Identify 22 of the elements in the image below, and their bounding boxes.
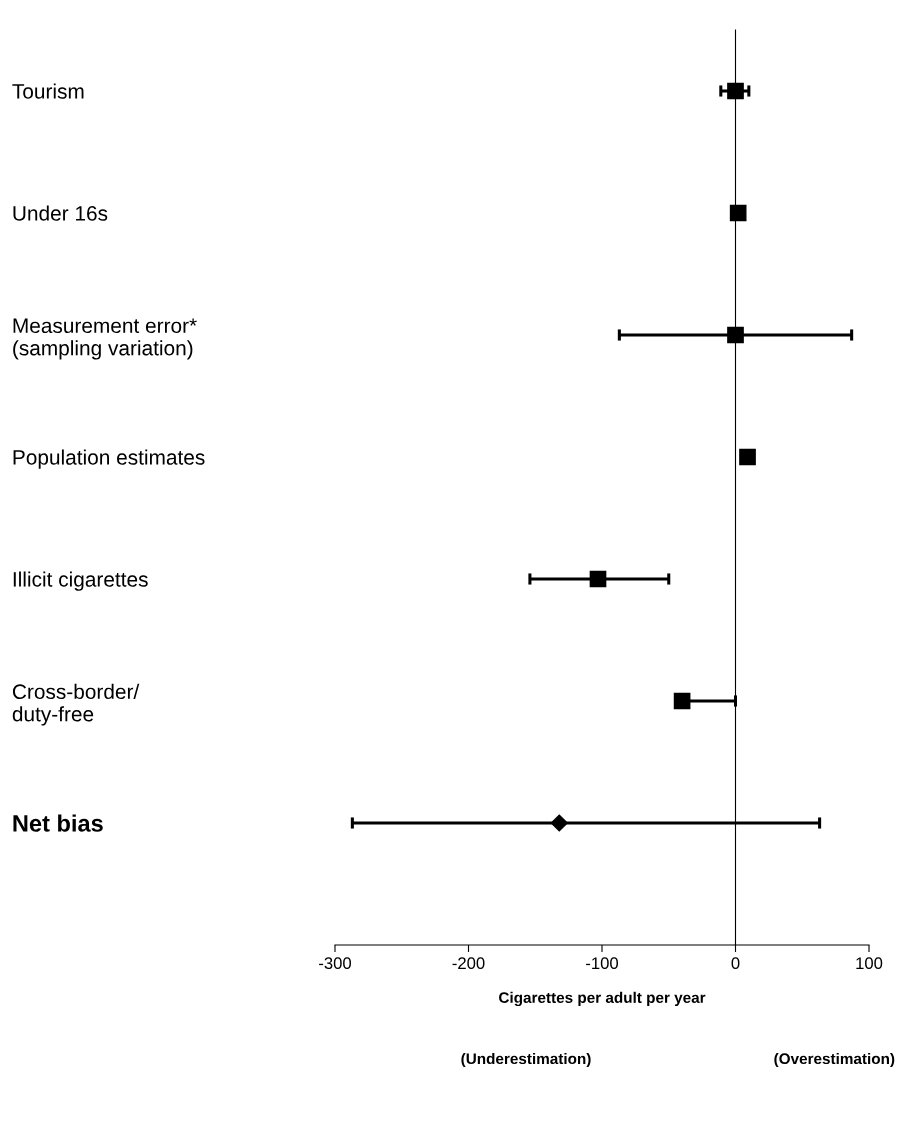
x-tick-label: -100 xyxy=(586,957,619,970)
point xyxy=(727,82,744,100)
point xyxy=(727,326,744,344)
point xyxy=(550,814,568,832)
point xyxy=(729,204,747,222)
y-tick-label: Net bias xyxy=(13,814,103,832)
y-tick-label: Tourism xyxy=(12,83,84,99)
point xyxy=(673,692,691,710)
point xyxy=(739,448,756,466)
y-tick-label: Population estimates xyxy=(13,449,205,469)
x-tick-label: 0 xyxy=(731,957,740,970)
y-tick-label: Under 16s xyxy=(13,205,108,221)
text: (Underestimation) xyxy=(461,1052,591,1068)
x-tick-label: -200 xyxy=(452,957,485,970)
x-tick-label: 100 xyxy=(856,957,883,970)
y-tick-label: Measurement error* (sampling variation) xyxy=(13,318,197,360)
text: (Overestimation) xyxy=(774,1052,895,1068)
x-tick-label: -300 xyxy=(319,957,352,970)
point xyxy=(589,570,607,588)
x-axis-title: Cigarettes per adult per year xyxy=(499,991,706,1007)
y-tick-label: Illicit cigarettes xyxy=(13,571,148,591)
y-tick-label: Cross-border/ duty-free xyxy=(12,683,140,726)
